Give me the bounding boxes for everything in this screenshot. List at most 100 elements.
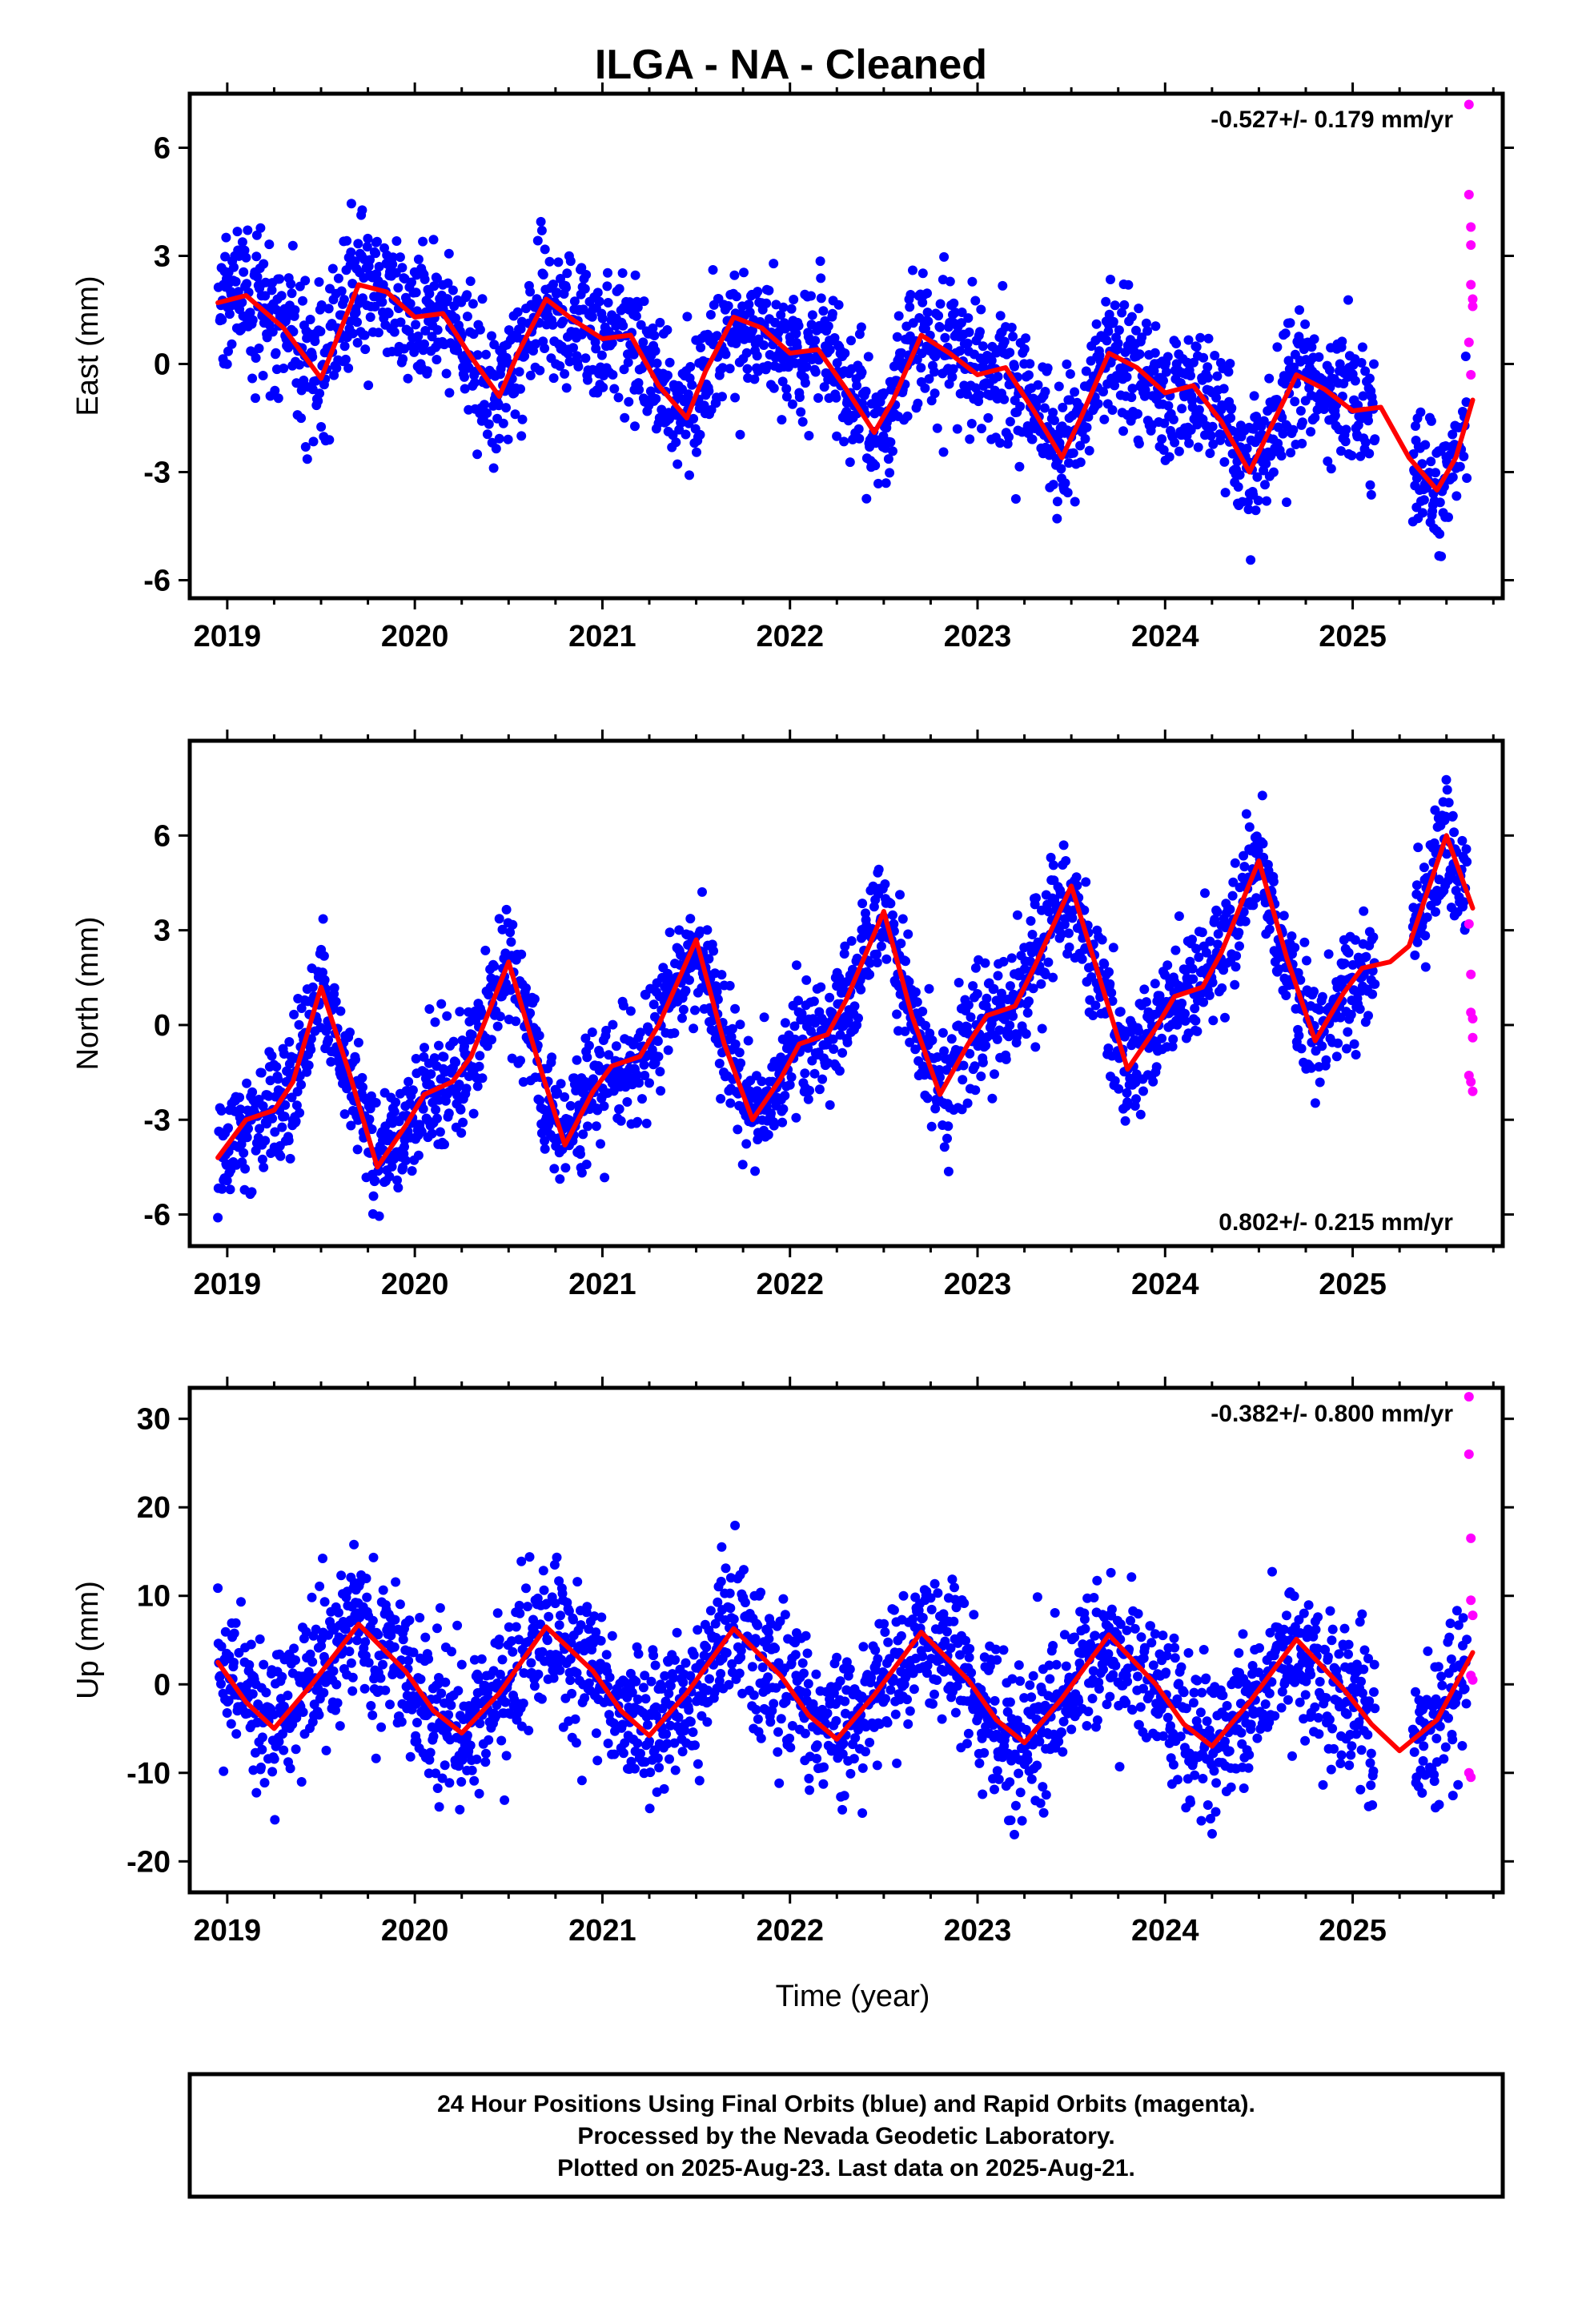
final-orbit-point [601,1025,612,1035]
final-orbit-point [1306,1063,1316,1073]
final-orbit-point [1138,1086,1148,1096]
final-orbit-point [1008,332,1018,342]
final-orbit-point [378,1659,387,1670]
final-orbit-point [591,1121,601,1132]
final-orbit-point [232,227,243,237]
final-orbit-point [843,1015,853,1026]
final-orbit-point [373,328,383,338]
final-orbit-point [717,363,728,373]
final-orbit-point [352,1144,363,1155]
final-orbit-point [1154,991,1165,1001]
final-orbit-point [307,352,318,362]
final-orbit-point [578,1129,588,1140]
final-orbit-point [408,1647,419,1658]
final-orbit-point [391,236,402,246]
final-orbit-point [1259,416,1269,426]
final-orbit-point [856,984,866,995]
final-orbit-point [1120,1116,1130,1126]
final-orbit-point [1277,412,1287,423]
final-orbit-point [943,1121,954,1132]
final-orbit-point [368,1552,379,1562]
final-orbit-point [385,1699,395,1710]
final-orbit-point [380,1685,391,1695]
final-orbit-point [630,421,640,432]
final-orbit-point [656,1086,666,1096]
final-orbit-point [950,308,961,318]
final-orbit-point [270,1815,280,1825]
final-orbit-point [806,291,816,301]
final-orbit-point [1172,1019,1182,1030]
final-orbit-point [436,1688,447,1699]
final-orbit-point [956,318,966,328]
final-orbit-point [279,1701,289,1711]
final-orbit-point [521,1583,531,1594]
final-orbit-point [737,1160,748,1170]
final-orbit-point [1413,842,1423,853]
final-orbit-point [511,1622,521,1632]
final-orbit-point [560,1092,570,1102]
final-orbit-point [965,1048,975,1059]
final-orbit-point [692,447,701,457]
final-orbit-point [229,262,239,272]
x-tick-label: 2025 [1319,1914,1387,1948]
final-orbit-point [908,265,917,275]
final-orbit-point [447,1647,456,1657]
final-orbit-point [1314,352,1324,362]
final-orbit-point [1005,348,1015,358]
final-orbit-point [1141,318,1151,328]
final-orbit-point [896,348,906,358]
final-orbit-point [364,1114,375,1124]
final-orbit-point [1364,448,1375,459]
final-orbit-point [303,1667,314,1677]
final-orbit-point [618,1000,628,1011]
final-orbit-point [1262,496,1271,506]
final-orbit-point [363,380,374,391]
final-orbit-point [1219,456,1230,467]
final-orbit-point [932,423,942,433]
final-orbit-point [997,988,1006,999]
final-orbit-point [1014,461,1025,472]
final-orbit-point [852,953,862,963]
final-orbit-point [460,1041,469,1051]
final-orbit-point [1158,445,1169,455]
final-orbit-point [689,413,699,424]
final-orbit-point [1310,1098,1320,1108]
final-orbit-point [792,342,802,352]
final-orbit-point [260,291,271,301]
final-orbit-point [1193,442,1203,452]
final-orbit-point [336,286,347,296]
final-orbit-point [1215,435,1226,445]
final-orbit-point [1039,403,1050,413]
final-orbit-point [1090,1000,1101,1011]
final-orbit-point [976,1072,986,1081]
final-orbit-point [1075,440,1086,451]
final-orbit-point [1021,333,1031,344]
final-orbit-point [1278,428,1288,439]
final-orbit-point [655,317,665,328]
final-orbit-point [1350,935,1360,945]
y-tick-label: 3 [154,915,171,948]
final-orbit-point [411,1054,421,1063]
final-orbit-point [1203,372,1213,383]
y-tick-label: 20 [137,1491,171,1525]
final-orbit-point [220,251,231,262]
final-orbit-point [435,1127,445,1137]
final-orbit-point [310,336,320,347]
final-orbit-point [1084,445,1094,456]
final-orbit-point [540,344,550,353]
final-orbit-point [335,1006,346,1016]
final-orbit-point [1183,335,1194,345]
final-orbit-point [634,384,644,395]
final-orbit-point [1289,362,1299,372]
final-orbit-point [1197,927,1207,938]
final-orbit-point [1227,403,1237,413]
final-orbit-point [1243,505,1254,515]
final-orbit-point [780,1091,790,1101]
final-orbit-point [1336,446,1346,456]
final-orbit-point [949,298,959,308]
final-orbit-point [472,350,483,360]
final-orbit-point [685,470,694,480]
final-orbit-point [229,1628,239,1638]
